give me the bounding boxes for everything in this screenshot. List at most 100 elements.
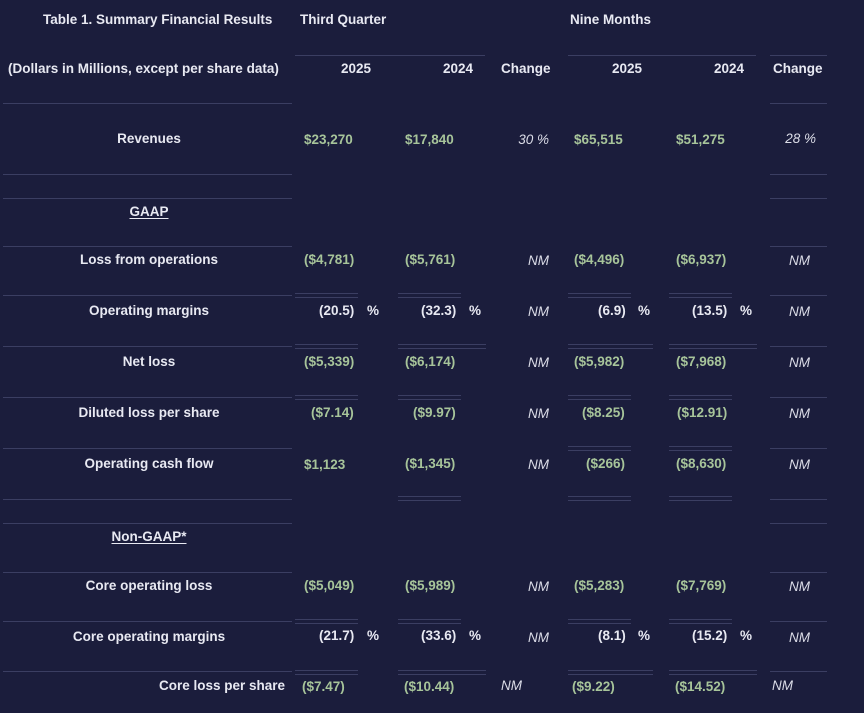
cell-q3-change: NM xyxy=(528,406,549,421)
divider xyxy=(3,295,292,296)
divider xyxy=(295,293,358,298)
divider xyxy=(3,198,292,199)
cell-9m-change: NM xyxy=(789,579,810,594)
divider xyxy=(568,395,631,400)
cell-9m-2024: (13.5) xyxy=(692,303,728,318)
divider xyxy=(770,346,827,347)
cell-9m-change: NM xyxy=(789,304,810,319)
divider xyxy=(770,198,827,199)
divider xyxy=(669,619,732,624)
cell-q3-2024: ($1,345) xyxy=(405,456,456,471)
row-label: Operating cash flow xyxy=(84,456,214,471)
divider xyxy=(3,621,292,622)
divider xyxy=(568,344,653,349)
divider xyxy=(770,448,827,449)
cell-q3-2024: ($6,174) xyxy=(405,354,456,369)
divider xyxy=(568,446,631,451)
percent-sign: % xyxy=(469,303,482,318)
cell-q3-2025: ($5,339) xyxy=(304,354,355,369)
divider xyxy=(3,346,292,347)
table-title: Table 1. Summary Financial Results xyxy=(43,12,273,27)
divider xyxy=(669,496,732,501)
divider xyxy=(669,446,732,451)
col-9m-2025: 2025 xyxy=(612,61,643,76)
divider xyxy=(669,395,732,400)
cell-q3-2024: ($9.97) xyxy=(413,405,456,420)
group-third-quarter: Third Quarter xyxy=(300,12,387,27)
cell-9m-2024: (15.2) xyxy=(692,628,728,643)
divider xyxy=(568,55,756,56)
cell-q3-2024: (33.6) xyxy=(421,628,457,643)
cell-9m-2024: ($6,937) xyxy=(676,252,727,267)
divider xyxy=(398,395,461,400)
col-q3-2025: 2025 xyxy=(341,61,372,76)
row-label: Diluted loss per share xyxy=(78,405,220,420)
row-label: Revenues xyxy=(117,131,181,146)
divider xyxy=(568,496,631,501)
cell-q3-2024: $17,840 xyxy=(405,132,454,147)
divider xyxy=(669,344,757,349)
divider xyxy=(568,293,631,298)
divider xyxy=(568,670,653,675)
cell-q3-2025: $1,123 xyxy=(304,457,346,472)
cell-9m-2024: ($14.52) xyxy=(675,679,726,694)
cell-q3-2025: ($5,049) xyxy=(304,578,355,593)
cell-9m-2025: (6.9) xyxy=(598,303,626,318)
cell-9m-change: 28 % xyxy=(785,131,816,146)
cell-9m-2024: ($8,630) xyxy=(676,456,727,471)
divider xyxy=(3,174,292,175)
divider xyxy=(398,670,486,675)
cell-9m-2025: ($8.25) xyxy=(582,405,625,420)
cell-q3-2025: (21.7) xyxy=(319,628,355,643)
col-q3-change: Change xyxy=(501,61,551,76)
row-label: Core operating margins xyxy=(72,629,226,644)
cell-q3-change: NM xyxy=(528,457,549,472)
divider xyxy=(3,448,292,449)
divider xyxy=(398,293,461,298)
divider xyxy=(770,499,827,500)
cell-q3-change: NM xyxy=(528,630,549,645)
cell-9m-2024: ($7,968) xyxy=(676,354,727,369)
cell-q3-change: NM xyxy=(528,253,549,268)
divider xyxy=(295,344,358,349)
cell-9m-change: NM xyxy=(772,678,793,693)
divider xyxy=(770,55,827,56)
divider xyxy=(295,670,358,675)
divider xyxy=(3,246,292,247)
divider xyxy=(770,671,827,672)
cell-q3-change: 30 % xyxy=(518,132,549,147)
divider xyxy=(398,496,461,501)
divider xyxy=(669,293,732,298)
divider xyxy=(770,246,827,247)
divider xyxy=(770,174,827,175)
divider xyxy=(3,103,292,104)
cell-9m-2024: ($12.91) xyxy=(677,405,728,420)
divider xyxy=(295,619,358,624)
cell-9m-change: NM xyxy=(789,630,810,645)
cell-q3-2025: (20.5) xyxy=(319,303,355,318)
percent-sign: % xyxy=(367,303,380,318)
group-nine-months: Nine Months xyxy=(570,12,651,27)
row-label: Operating margins xyxy=(88,303,210,318)
cell-9m-2025: $65,515 xyxy=(574,132,623,147)
divider xyxy=(770,572,827,573)
divider xyxy=(770,523,827,524)
cell-9m-change: NM xyxy=(789,253,810,268)
cell-9m-2024: $51,275 xyxy=(676,132,725,147)
row-label: Core loss per share xyxy=(159,678,286,693)
cell-q3-2024: ($5,761) xyxy=(405,252,456,267)
col-9m-change: Change xyxy=(773,61,823,76)
cell-9m-2024: ($7,769) xyxy=(676,578,727,593)
divider xyxy=(3,397,292,398)
percent-sign: % xyxy=(740,303,753,318)
divider xyxy=(295,55,485,56)
section-non-gaap: Non-GAAP* xyxy=(111,529,187,544)
col-9m-2024: 2024 xyxy=(714,61,745,76)
percent-sign: % xyxy=(638,628,651,643)
divider xyxy=(770,295,827,296)
cell-9m-2025: ($5,982) xyxy=(574,354,625,369)
cell-q3-change: NM xyxy=(528,304,549,319)
cell-q3-2025: ($7.14) xyxy=(311,405,354,420)
cell-9m-change: NM xyxy=(789,457,810,472)
divider xyxy=(770,103,827,104)
